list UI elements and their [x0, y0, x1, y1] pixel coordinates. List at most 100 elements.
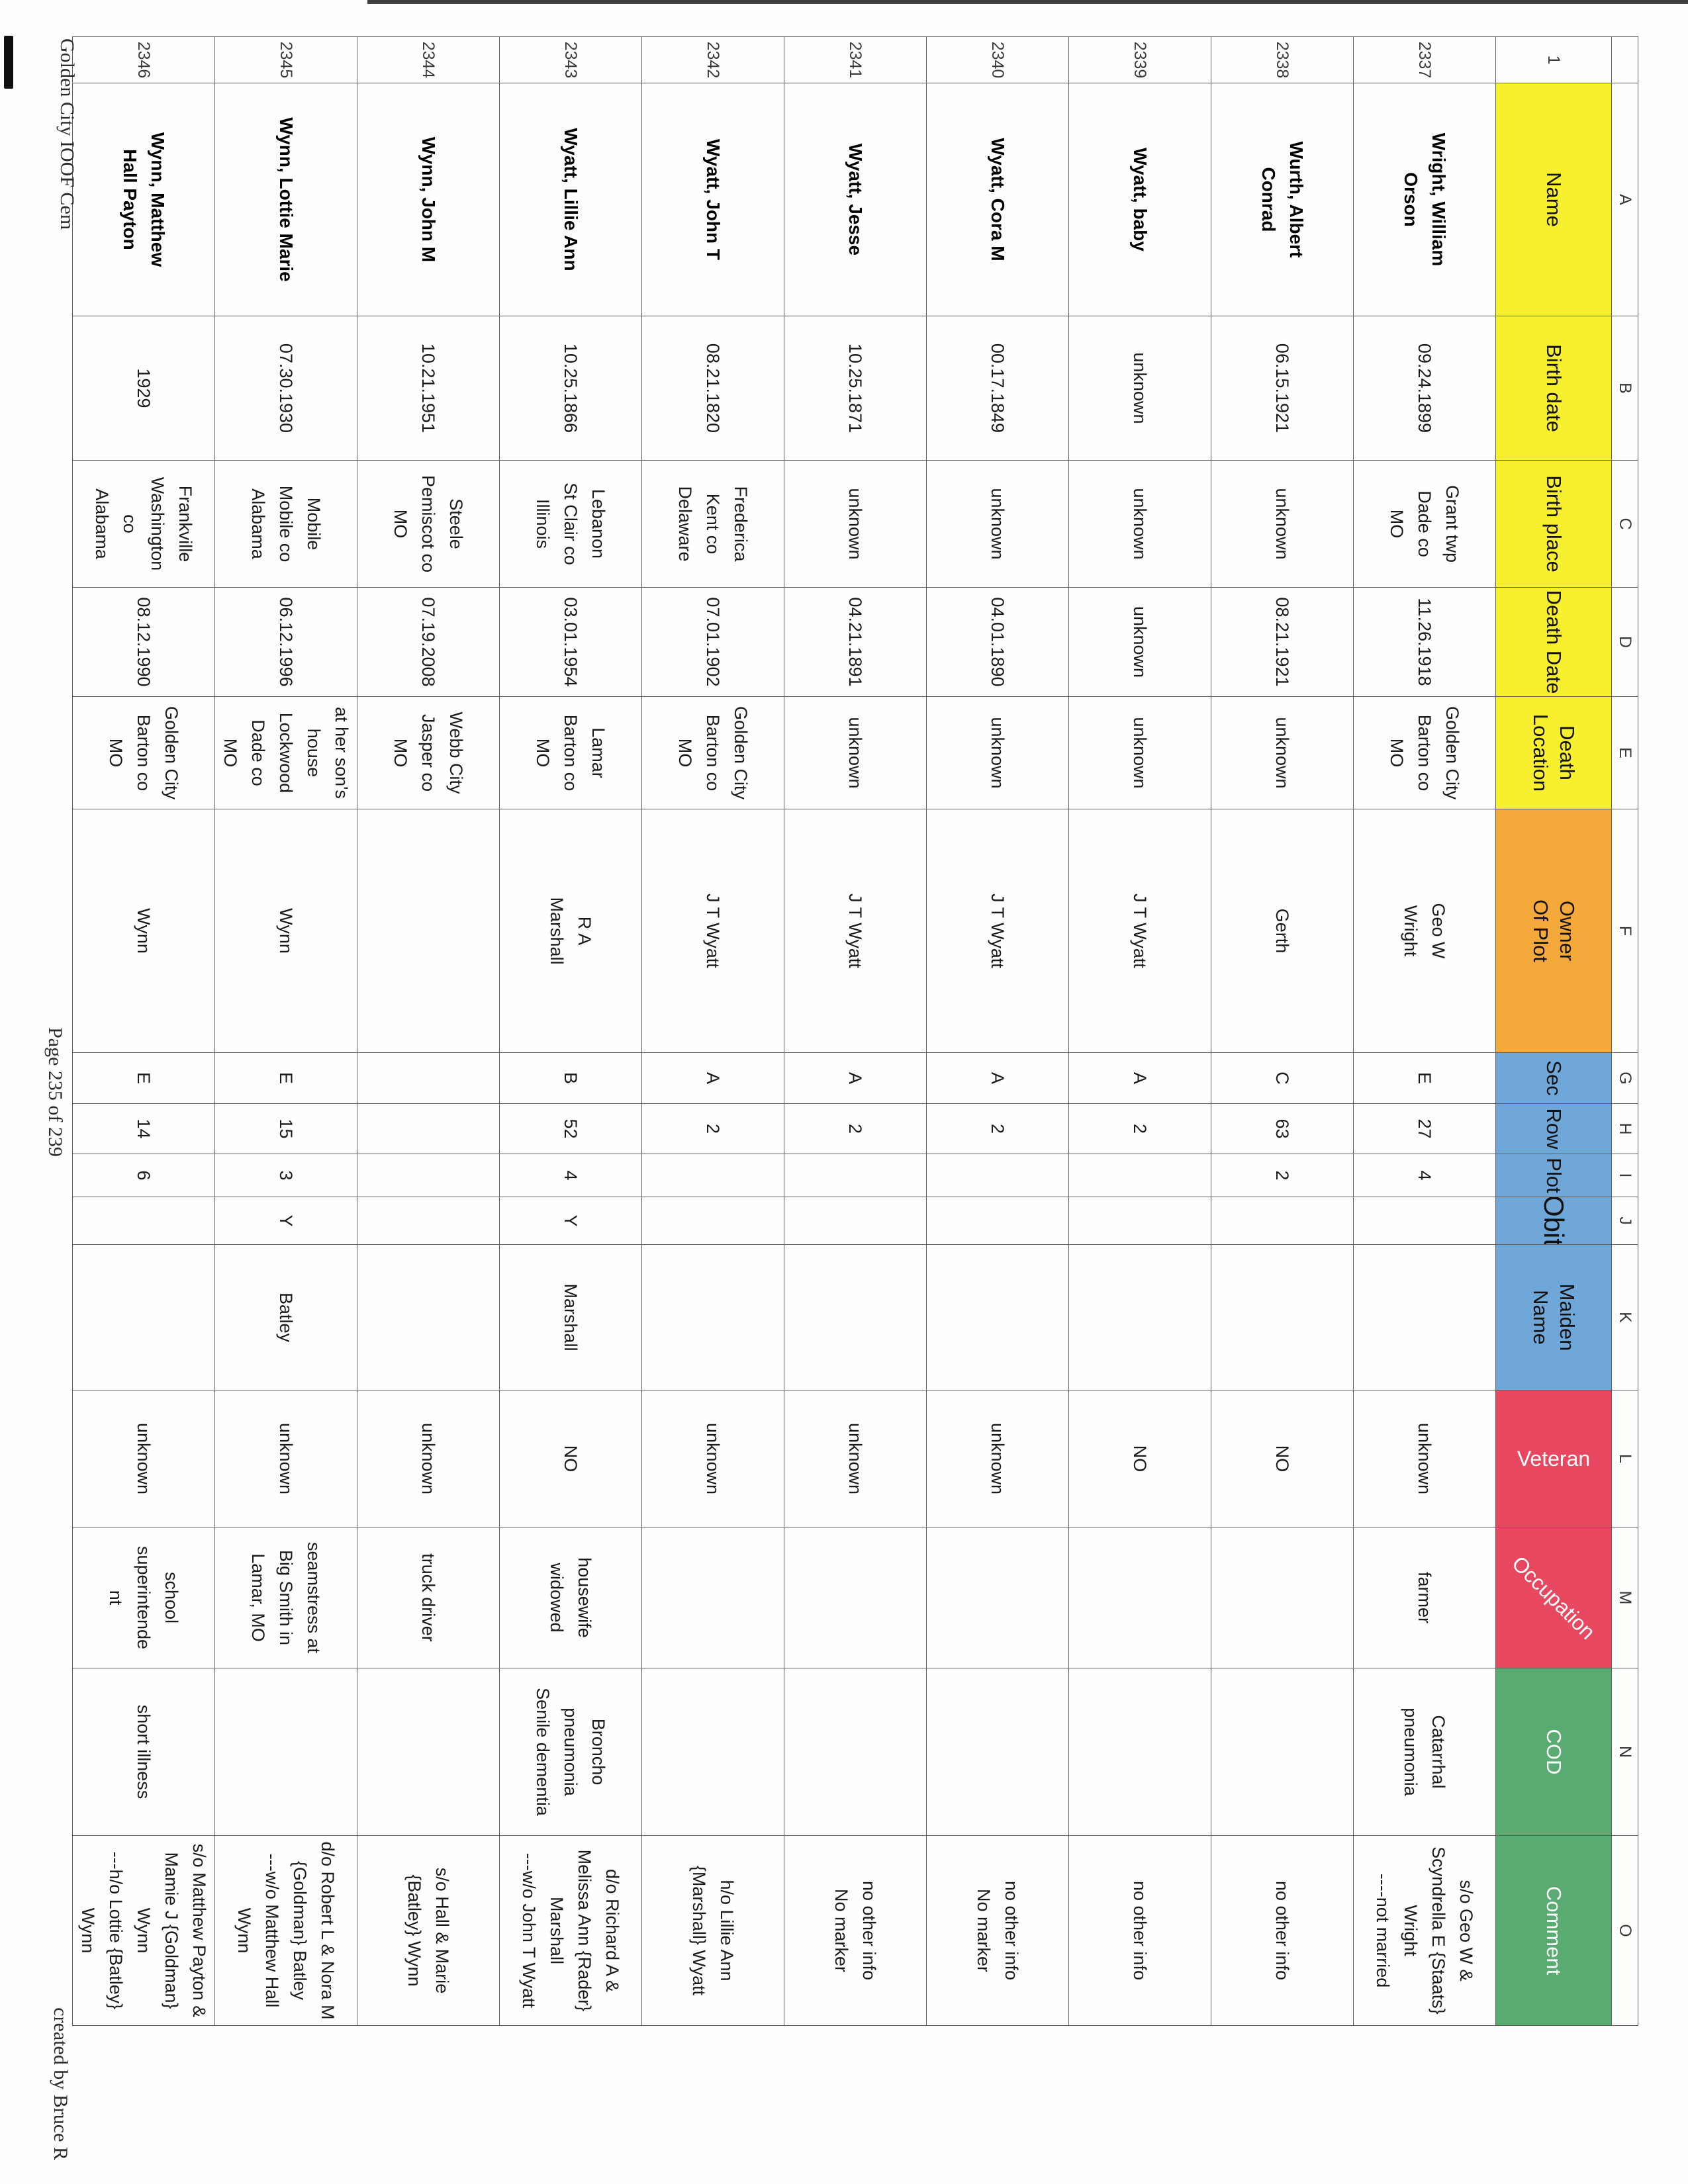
cell-cod	[357, 1668, 499, 1836]
cell-cod	[1211, 1668, 1353, 1836]
cell-birth-place: Mobile Mobile co Alabama	[214, 461, 357, 588]
cell-sec: A	[1068, 1053, 1211, 1104]
column-header-label: Name	[1542, 172, 1566, 227]
column-header-cell: COD	[1495, 1668, 1611, 1836]
table-row: 2346 Wynn, Matthew Hall Payton 1929 Fran…	[72, 37, 214, 2026]
cell-obit	[1211, 1197, 1353, 1245]
cell-veteran: NO	[1211, 1390, 1353, 1527]
row-number: 2345	[214, 37, 357, 83]
cell-owner-of-plot: Geo W Wright	[1353, 809, 1495, 1053]
cell-obit: Y	[499, 1197, 641, 1245]
cell-veteran: NO	[499, 1390, 641, 1527]
cell-owner-of-plot: Wynn	[72, 809, 214, 1053]
footer-cemetery-name: Golden City IOOF Cem	[56, 38, 78, 230]
row-number: 2339	[1068, 37, 1211, 83]
cell-name: Wyatt, Jesse	[784, 83, 926, 316]
column-header-label: Birth place	[1542, 475, 1566, 572]
cell-birth-date: 07.30.1930	[214, 316, 357, 461]
cell-name: Wyatt, John T	[641, 83, 784, 316]
column-letter: A	[1611, 83, 1638, 316]
cell-death-date: 11.26.1918	[1353, 588, 1495, 697]
column-letter: C	[1611, 461, 1638, 588]
corner-cell	[1611, 37, 1638, 83]
cell-row: 2	[1068, 1104, 1211, 1154]
cell-cod	[926, 1668, 1068, 1836]
column-letter: E	[1611, 697, 1638, 809]
cell-row: 63	[1211, 1104, 1353, 1154]
cell-sec: E	[1353, 1053, 1495, 1104]
cell-maiden-name	[357, 1245, 499, 1390]
row-number: 2337	[1353, 37, 1495, 83]
cell-death-date: 06.12.1996	[214, 588, 357, 697]
table-row: 2341 Wyatt, Jesse 10.25.1871 unknown 04.…	[784, 37, 926, 2026]
cell-maiden-name	[1211, 1245, 1353, 1390]
cell-name: Wright, William Orson	[1353, 83, 1495, 316]
cell-cod	[784, 1668, 926, 1836]
cell-death-date: 04.21.1891	[784, 588, 926, 697]
cell-death-date: 07.01.1902	[641, 588, 784, 697]
cell-death-location: Golden City Barton co MO	[641, 697, 784, 809]
column-letter: I	[1611, 1154, 1638, 1197]
cell-comment: no other info	[1211, 1836, 1353, 2026]
footer-credit: created by Bruce R	[50, 2007, 71, 2160]
column-letter: H	[1611, 1104, 1638, 1154]
cell-birth-place: unknown	[1211, 461, 1353, 588]
cell-sec: E	[214, 1053, 357, 1104]
cell-name: Wynn, Matthew Hall Payton	[72, 83, 214, 316]
cell-veteran: unknown	[641, 1390, 784, 1527]
column-header-cell: Maiden Name	[1495, 1245, 1611, 1390]
column-letter: F	[1611, 809, 1638, 1053]
column-header-label: Owner Of Plot	[1529, 899, 1579, 962]
column-header-label: Death Date	[1542, 590, 1566, 694]
cell-death-date: 04.01.1890	[926, 588, 1068, 697]
cell-cod	[1068, 1668, 1211, 1836]
cell-name: Wurth, Albert Conrad	[1211, 83, 1353, 316]
cell-death-date: 08.12.1990	[72, 588, 214, 697]
column-header-cell: Plot	[1495, 1154, 1611, 1197]
cell-owner-of-plot: J T Wyatt	[1068, 809, 1211, 1053]
cell-maiden-name	[1353, 1245, 1495, 1390]
table-row: 2340 Wyatt, Cora M 00.17.1849 unknown 04…	[926, 37, 1068, 2026]
cell-birth-date: 09.24.1899	[1353, 316, 1495, 461]
column-header-label: Row	[1542, 1108, 1566, 1150]
column-header-cell: Row	[1495, 1104, 1611, 1154]
cell-name: Wyatt, Cora M	[926, 83, 1068, 316]
cell-maiden-name	[72, 1245, 214, 1390]
column-header-cell: Occupation	[1495, 1527, 1611, 1668]
column-header-label: Plot	[1542, 1158, 1566, 1193]
column-letter: G	[1611, 1053, 1638, 1104]
cell-birth-place: Steele Pemiscot co MO	[357, 461, 499, 588]
cell-birth-date: 10.25.1871	[784, 316, 926, 461]
cell-plot	[926, 1154, 1068, 1197]
cell-birth-date: 10.25.1866	[499, 316, 641, 461]
cell-birth-place: Frederica Kent co Delaware	[641, 461, 784, 588]
column-header-label: Sec	[1542, 1060, 1566, 1096]
cell-death-date: 07.19.2008	[357, 588, 499, 697]
cell-row: 27	[1353, 1104, 1495, 1154]
cell-sec: A	[926, 1053, 1068, 1104]
row-number-header: 1	[1495, 37, 1611, 83]
cell-obit	[1353, 1197, 1495, 1245]
footer-page-number: Page 235 of 239	[44, 1027, 66, 1157]
cell-plot	[1068, 1154, 1211, 1197]
table-row: 2344 Wynn, John M 10.21.1951 Steele Pemi…	[357, 37, 499, 2026]
column-letter: M	[1611, 1527, 1638, 1668]
column-letter: O	[1611, 1836, 1638, 2026]
cell-obit	[72, 1197, 214, 1245]
cell-veteran: unknown	[214, 1390, 357, 1527]
column-letters-row: A B C D E F G H	[1611, 37, 1638, 2026]
cell-obit: Y	[214, 1197, 357, 1245]
table-row: 2342 Wyatt, John T 08.21.1820 Frederica …	[641, 37, 784, 2026]
cell-obit	[1068, 1197, 1211, 1245]
cell-death-location: Webb City Jasper co MO	[357, 697, 499, 809]
column-header-cell: Birth place	[1495, 461, 1611, 588]
cell-death-location: unknown	[1211, 697, 1353, 809]
cell-comment: d/o Richard A & Melissa Ann {Rader} Mars…	[499, 1836, 641, 2026]
table-row: 2338 Wurth, Albert Conrad 06.15.1921 unk…	[1211, 37, 1353, 2026]
row-number: 2343	[499, 37, 641, 83]
cell-veteran: unknown	[357, 1390, 499, 1527]
cell-cod: short illness	[72, 1668, 214, 1836]
cell-row: 2	[784, 1104, 926, 1154]
cell-maiden-name: Marshall	[499, 1245, 641, 1390]
